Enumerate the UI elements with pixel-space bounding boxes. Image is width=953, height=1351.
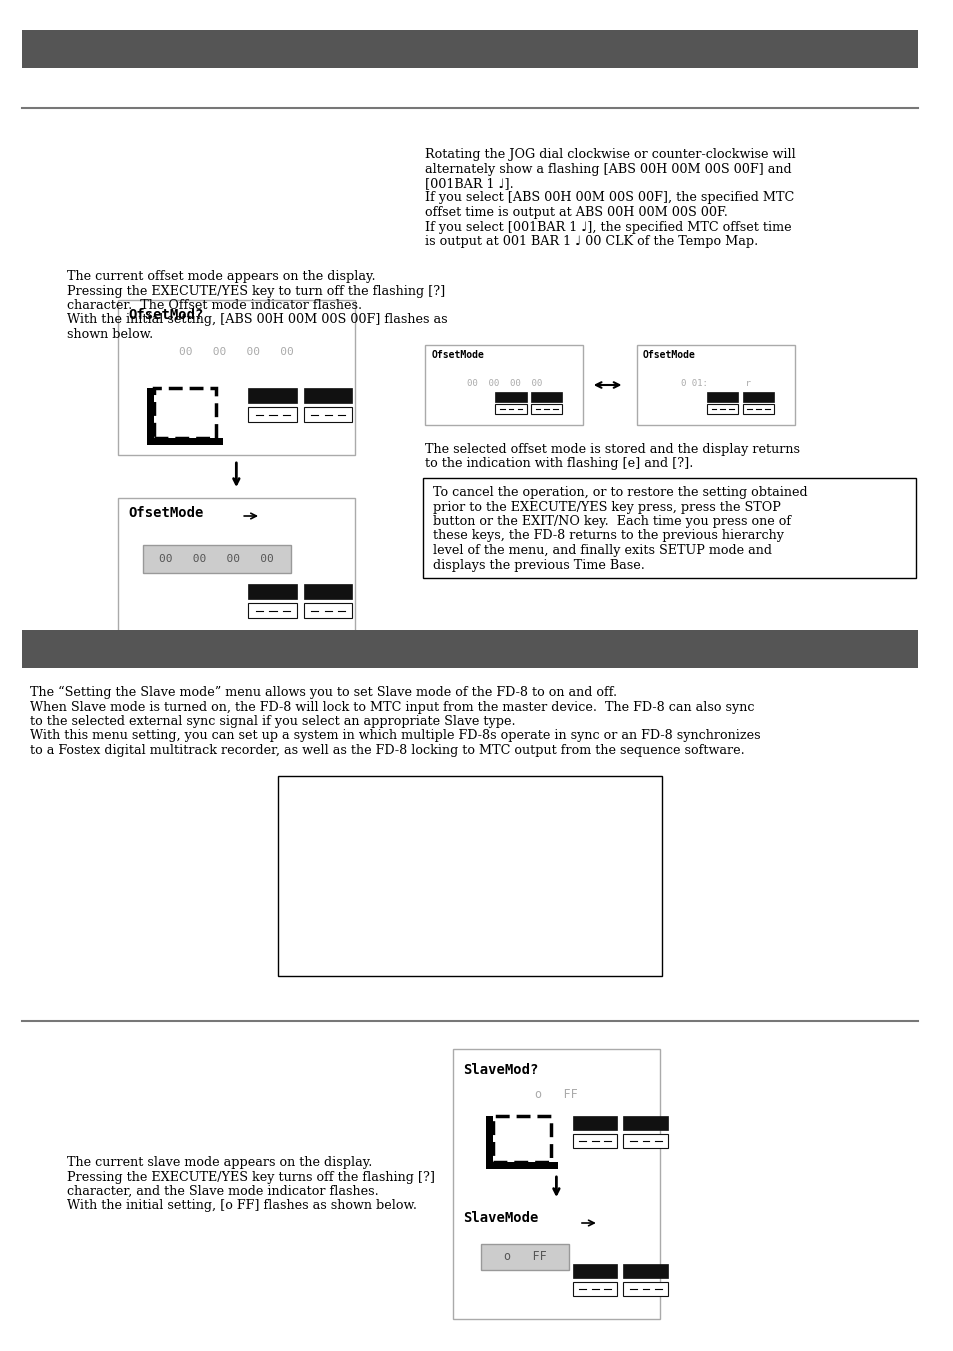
- Bar: [742, 404, 773, 415]
- Text: Pressing the EXECUTE/YES key turns off the flashing [?]: Pressing the EXECUTE/YES key turns off t…: [67, 1170, 435, 1183]
- Bar: [485, 1162, 558, 1169]
- Text: displays the previous Time Base.: displays the previous Time Base.: [433, 558, 644, 571]
- Text: to a Fostex digital multitrack recorder, as well as the FD-8 locking to MTC outp: to a Fostex digital multitrack recorder,…: [30, 744, 743, 757]
- Text: With the initial setting, [ABS 00H 00M 00S 00F] flashes as: With the initial setting, [ABS 00H 00M 0…: [67, 313, 447, 327]
- Text: SlaveMod?: SlaveMod?: [462, 1063, 537, 1077]
- Bar: [495, 392, 526, 401]
- Text: 00   00   00   00: 00 00 00 00: [179, 347, 294, 357]
- Text: shown below.: shown below.: [67, 328, 153, 340]
- Bar: [531, 404, 562, 415]
- Text: offset time is output at ABS 00H 00M 00S 00F.: offset time is output at ABS 00H 00M 00S…: [425, 205, 727, 219]
- Text: level of the menu, and finally exits SETUP mode and: level of the menu, and finally exits SET…: [433, 544, 772, 557]
- Bar: [572, 1265, 617, 1278]
- Text: When Slave mode is turned on, the FD-8 will lock to MTC input from the master de: When Slave mode is turned on, the FD-8 w…: [30, 701, 753, 713]
- Bar: [572, 1133, 617, 1148]
- Bar: [425, 345, 582, 426]
- Bar: [22, 30, 917, 68]
- Text: 00   00   00   00: 00 00 00 00: [159, 554, 274, 563]
- Bar: [572, 1282, 617, 1296]
- Text: [001BAR 1 ♩].: [001BAR 1 ♩].: [425, 177, 514, 190]
- Text: The current offset mode appears on the display.: The current offset mode appears on the d…: [67, 270, 375, 282]
- Bar: [248, 603, 296, 619]
- Bar: [572, 1116, 617, 1129]
- Text: prior to the EXECUTE/YES key press, press the STOP: prior to the EXECUTE/YES key press, pres…: [433, 500, 781, 513]
- Text: The current slave mode appears on the display.: The current slave mode appears on the di…: [67, 1156, 372, 1169]
- Text: OfsetMode: OfsetMode: [128, 507, 203, 520]
- Text: OfsetMode: OfsetMode: [431, 350, 484, 359]
- Text: button or the EXIT/NO key.  Each time you press one of: button or the EXIT/NO key. Each time you…: [433, 515, 791, 528]
- Text: 00  00  00  00: 00 00 00 00: [466, 378, 541, 388]
- Bar: [118, 300, 355, 455]
- Bar: [623, 1116, 667, 1129]
- Text: If you select [ABS 00H 00M 00S 00F], the specified MTC: If you select [ABS 00H 00M 00S 00F], the…: [425, 192, 794, 204]
- Bar: [623, 1265, 667, 1278]
- Bar: [742, 392, 773, 401]
- Text: The selected offset mode is stored and the display returns: The selected offset mode is stored and t…: [425, 443, 800, 457]
- Bar: [303, 388, 352, 403]
- Bar: [248, 388, 296, 403]
- Text: OfsetMod?: OfsetMod?: [128, 308, 203, 322]
- Bar: [303, 603, 352, 619]
- Bar: [154, 388, 216, 438]
- Bar: [248, 584, 296, 598]
- Bar: [277, 775, 661, 975]
- Text: To cancel the operation, or to restore the setting obtained: To cancel the operation, or to restore t…: [433, 486, 807, 499]
- Bar: [495, 404, 526, 415]
- Bar: [706, 392, 738, 401]
- Text: Rotating the JOG dial clockwise or counter-clockwise will: Rotating the JOG dial clockwise or count…: [425, 149, 796, 161]
- Text: these keys, the FD-8 returns to the previous hierarchy: these keys, the FD-8 returns to the prev…: [433, 530, 783, 543]
- Bar: [706, 404, 738, 415]
- Text: o   FF: o FF: [535, 1089, 578, 1101]
- Bar: [147, 438, 223, 444]
- Text: SlaveMode: SlaveMode: [462, 1210, 537, 1225]
- Bar: [485, 1116, 492, 1162]
- Bar: [248, 407, 296, 423]
- Bar: [303, 407, 352, 423]
- Text: With this menu setting, you can set up a system in which multiple FD-8s operate : With this menu setting, you can set up a…: [30, 730, 760, 743]
- Bar: [423, 478, 915, 578]
- Bar: [118, 499, 355, 643]
- Text: OfsetMode: OfsetMode: [642, 350, 695, 359]
- Bar: [637, 345, 794, 426]
- Text: is output at 001 BAR 1 ♩ 00 CLK of the Tempo Map.: is output at 001 BAR 1 ♩ 00 CLK of the T…: [425, 235, 758, 249]
- Bar: [623, 1133, 667, 1148]
- Text: o   FF: o FF: [503, 1251, 546, 1263]
- Bar: [143, 544, 291, 573]
- Text: to the selected external sync signal if you select an appropriate Slave type.: to the selected external sync signal if …: [30, 715, 515, 728]
- Bar: [531, 392, 562, 401]
- Text: If you select [001BAR 1 ♩], the specified MTC offset time: If you select [001BAR 1 ♩], the specifie…: [425, 220, 791, 234]
- Bar: [22, 630, 917, 667]
- Bar: [147, 388, 154, 438]
- Bar: [623, 1282, 667, 1296]
- Bar: [480, 1244, 569, 1270]
- Text: With the initial setting, [o FF] flashes as shown below.: With the initial setting, [o FF] flashes…: [67, 1200, 416, 1212]
- Text: The “Setting the Slave mode” menu allows you to set Slave mode of the FD-8 to on: The “Setting the Slave mode” menu allows…: [30, 686, 616, 700]
- Bar: [492, 1116, 551, 1162]
- Text: alternately show a flashing [ABS 00H 00M 00S 00F] and: alternately show a flashing [ABS 00H 00M…: [425, 162, 791, 176]
- Bar: [303, 584, 352, 598]
- Text: character, and the Slave mode indicator flashes.: character, and the Slave mode indicator …: [67, 1185, 378, 1198]
- Text: Pressing the EXECUTE/YES key to turn off the flashing [?]: Pressing the EXECUTE/YES key to turn off…: [67, 285, 445, 297]
- Bar: [453, 1048, 659, 1319]
- Text: to the indication with flashing [e] and [?].: to the indication with flashing [e] and …: [425, 458, 693, 470]
- Text: 0 01:       r: 0 01: r: [680, 378, 750, 388]
- Text: character.  The Offset mode indicator flashes.: character. The Offset mode indicator fla…: [67, 299, 362, 312]
